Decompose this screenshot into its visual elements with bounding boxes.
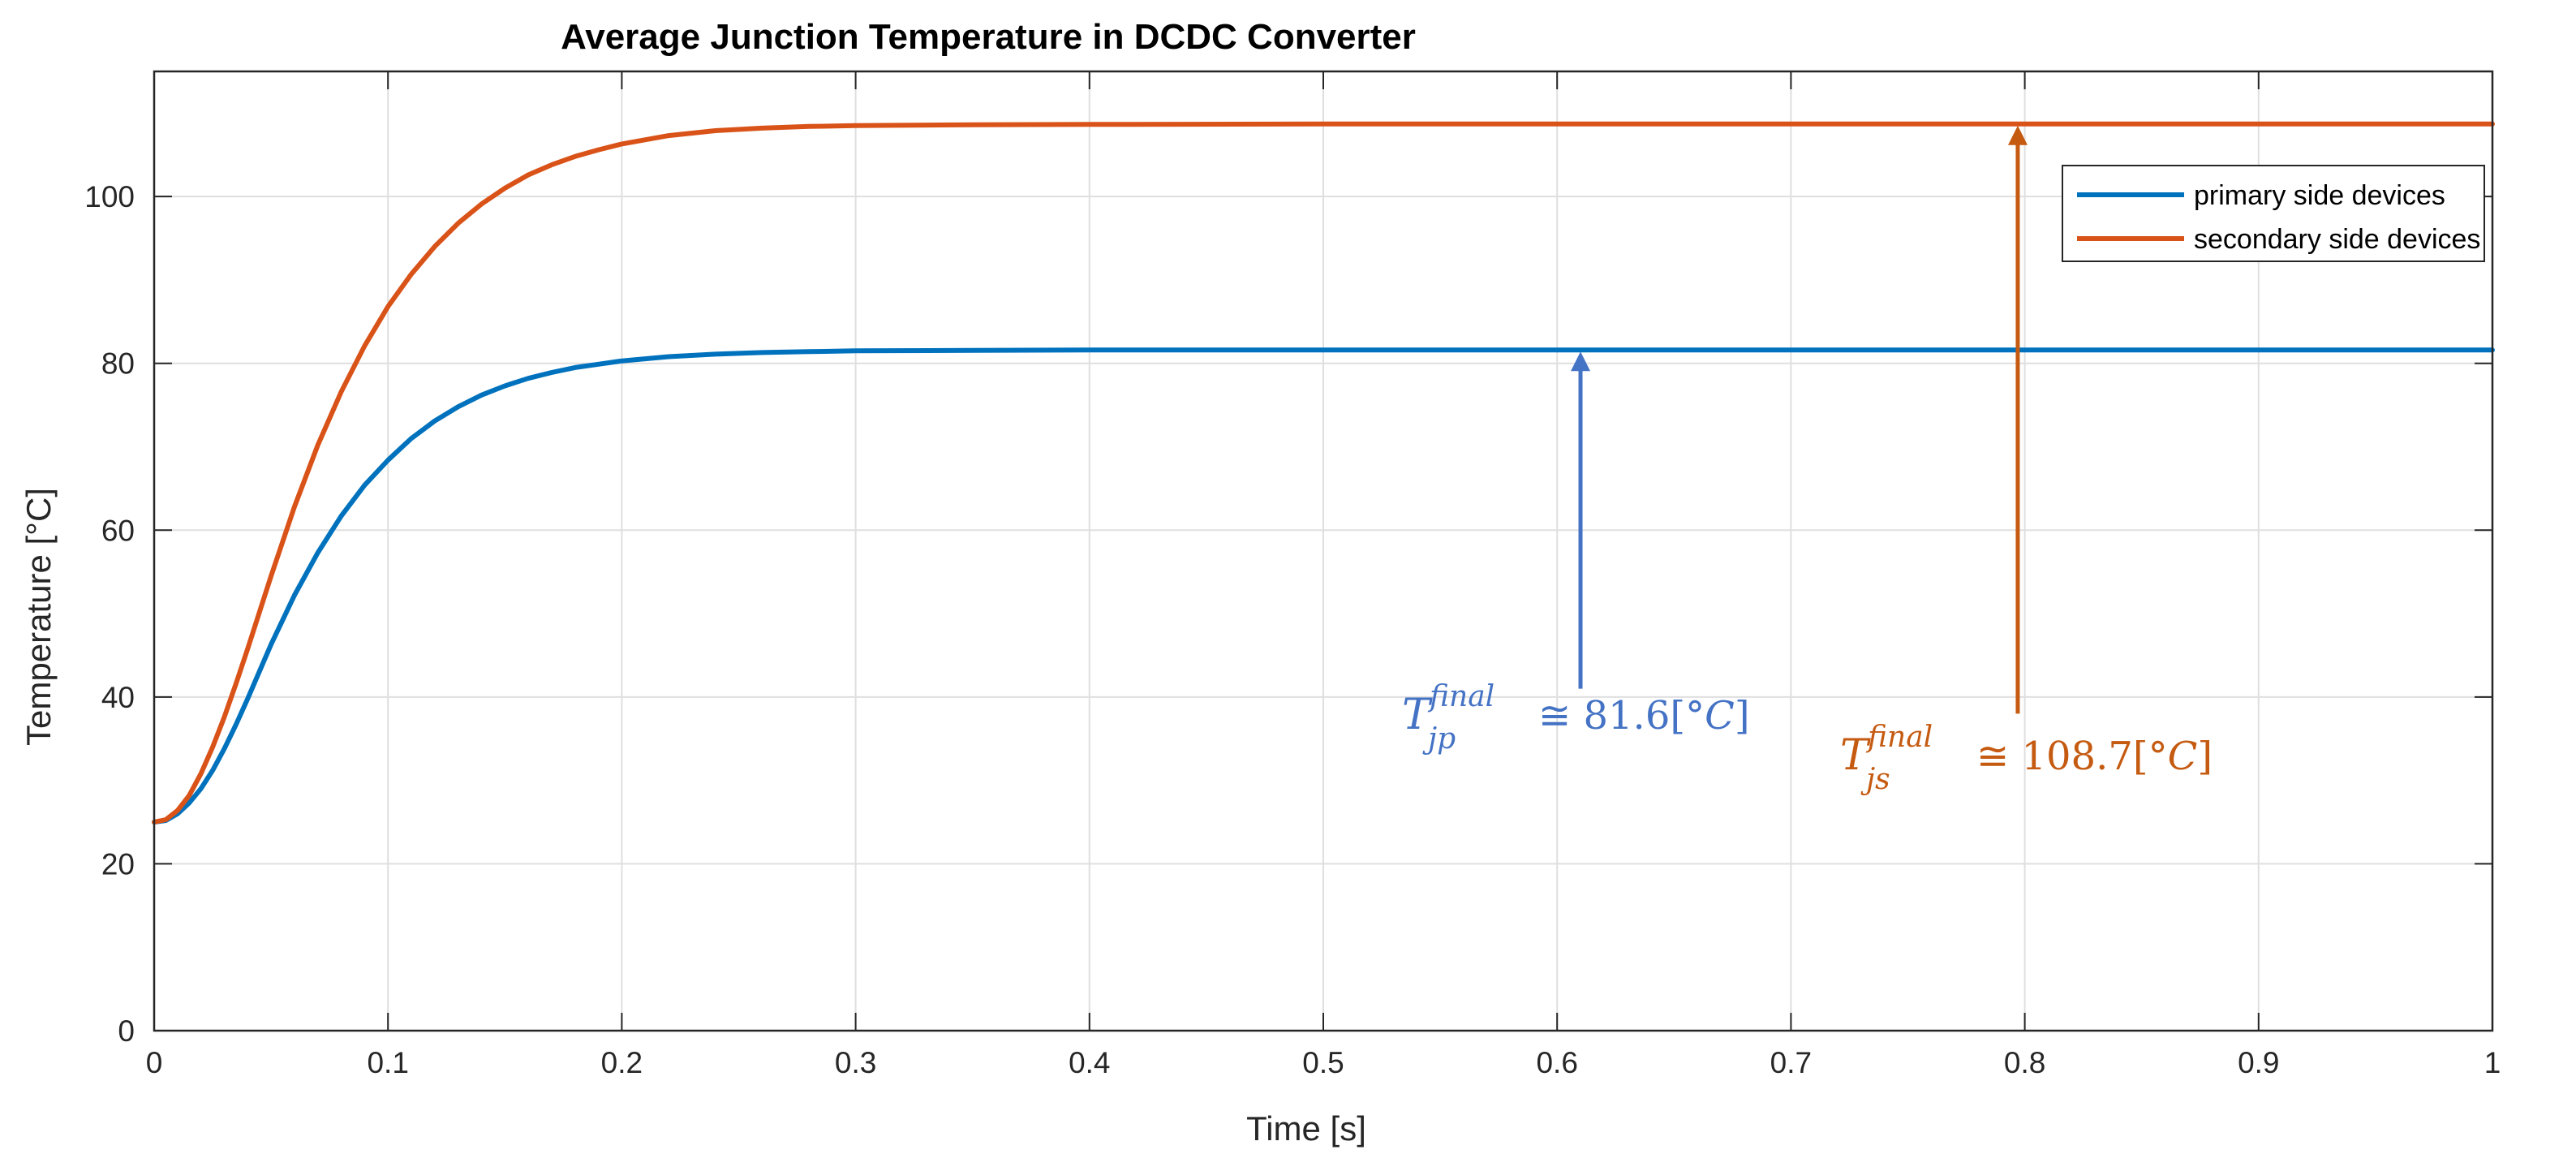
x-tick-label: 0 <box>146 1046 163 1079</box>
y-tick-label: 80 <box>101 347 135 381</box>
x-tick-label: 1 <box>2484 1046 2501 1079</box>
annotation-close-bracket: ] <box>1735 693 1750 739</box>
x-tick-label: 0.6 <box>1536 1046 1577 1079</box>
y-tick-label: 100 <box>84 180 135 213</box>
series-line-secondary <box>152 121 2495 825</box>
annotation-subscript: js <box>1860 763 1890 796</box>
y-tick-label: 20 <box>101 847 135 881</box>
y-tick-label: 60 <box>101 514 135 547</box>
annotation-value: ≅ 108.7[°C] <box>1976 734 2213 779</box>
x-tick-label: 0.5 <box>1302 1046 1344 1079</box>
x-tick-label: 0.8 <box>2004 1046 2045 1079</box>
annotation-unit: C <box>1705 693 1735 739</box>
legend-label-primary: primary side devices <box>2194 180 2445 211</box>
x-tick-label: 0.9 <box>2238 1046 2279 1079</box>
arrow-head-secondary <box>2007 125 2028 145</box>
legend-label-secondary: secondary side devices <box>2194 224 2480 255</box>
annotation-subscript: jp <box>1422 722 1456 756</box>
series-line-primary <box>152 347 2495 825</box>
x-axis-label: Time [s] <box>1246 1109 1366 1148</box>
x-tick-label: 0.3 <box>835 1046 876 1079</box>
x-tick-label: 0.1 <box>367 1046 408 1079</box>
plot-area: 0 0.1 0.2 0.3 0.4 0.5 0.6 0.7 0.8 0.9 1 0 20 40 60 80 10… <box>84 70 2501 1079</box>
y-tick-label: 0 <box>118 1014 135 1048</box>
arrow-head-primary <box>1571 351 1591 372</box>
annotation-close-bracket: ] <box>2197 734 2213 779</box>
x-tick-label: 0.7 <box>1770 1046 1812 1079</box>
chart-title: Average Junction Temperature in DCDC Con… <box>561 17 1416 57</box>
annotation-symbol: T <box>1402 691 1433 739</box>
y-axis-label: Temperature [°C] <box>19 488 58 746</box>
legend-box <box>2062 165 2485 262</box>
x-tick-label: 0.4 <box>1069 1046 1110 1079</box>
y-tick-label: 40 <box>101 681 135 714</box>
annotation-value: ≅ 81.6[°C] <box>1538 693 1750 739</box>
annotation-symbol: T <box>1840 731 1871 780</box>
annotation-superscript: final <box>1865 721 1933 754</box>
x-tick-label: 0.2 <box>601 1046 643 1079</box>
annotation-unit: C <box>2168 734 2198 779</box>
annotation-superscript: final <box>1427 680 1494 713</box>
